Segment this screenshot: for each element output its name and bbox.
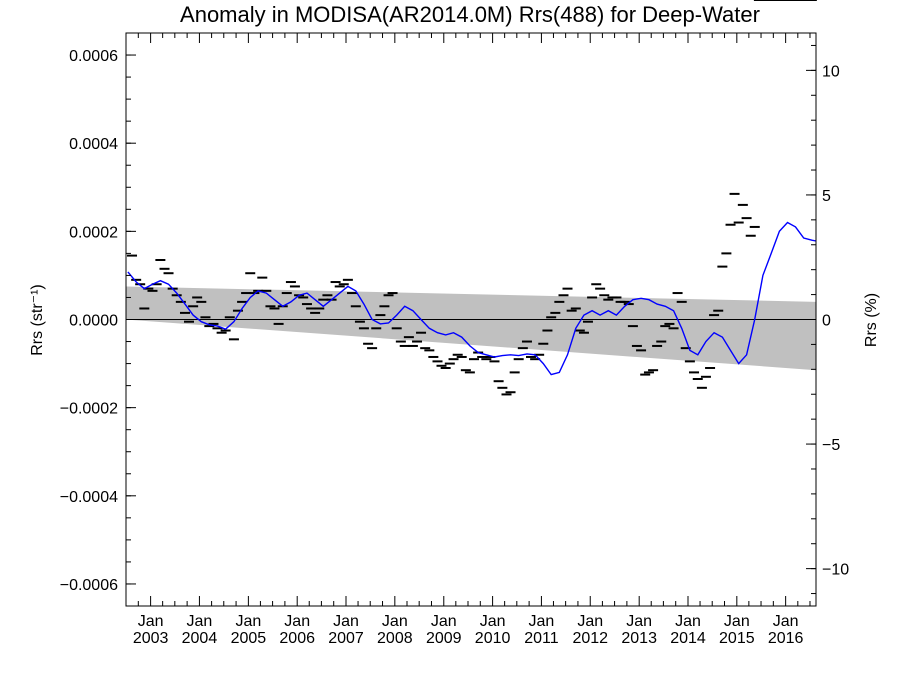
x-tick-year-label: 2014 xyxy=(670,630,706,647)
y-tick-label: 0.0004 xyxy=(69,136,118,153)
x-tick-month-label: Jan xyxy=(284,613,310,630)
x-tick-month-label: Jan xyxy=(431,613,457,630)
x-tick-year-label: 2016 xyxy=(768,630,804,647)
x-tick-year-label: 2010 xyxy=(475,630,511,647)
x-tick-year-label: 2005 xyxy=(231,630,267,647)
x-tick-year-label: 2004 xyxy=(182,630,218,647)
y-axis-label: Rrs (str⁻¹) xyxy=(29,284,46,356)
x-tick-month-label: Jan xyxy=(675,613,701,630)
y2-tick-label: 0 xyxy=(822,313,831,330)
y-tick-label: 0.0006 xyxy=(69,48,118,65)
chart-title: Anomaly in MODISA(AR2014.0M) Rrs(488) fo… xyxy=(180,2,760,27)
y2-tick-label: 10 xyxy=(822,63,840,80)
x-tick-month-label: Jan xyxy=(773,613,799,630)
x-tick-month-label: Jan xyxy=(724,613,750,630)
x-tick-year-label: 2006 xyxy=(279,630,315,647)
x-tick-year-label: 2012 xyxy=(572,630,608,647)
y-tick-label: 0.0002 xyxy=(69,224,118,241)
x-tick-year-label: 2007 xyxy=(328,630,364,647)
x-tick-year-label: 2015 xyxy=(719,630,755,647)
x-tick-month-label: Jan xyxy=(626,613,652,630)
y-tick-label: −0.0006 xyxy=(60,577,118,594)
plot-area: −0.0006 −0.0004 −0.0002 0.0000 0.0002 0.0004 0… xyxy=(60,0,849,647)
x-tick-year-label: 2003 xyxy=(133,630,169,647)
x-tick-month-label: Jan xyxy=(187,613,213,630)
x-tick-year-label: 2008 xyxy=(377,630,413,647)
x-tick-month-label: Jan xyxy=(382,613,408,630)
confidence-band xyxy=(126,286,816,371)
x-tick-month-label: Jan xyxy=(577,613,603,630)
y2-tick-label: −10 xyxy=(822,562,849,579)
y2-axis-label: Rrs (%) xyxy=(863,293,880,347)
x-tick-month-label: Jan xyxy=(333,613,359,630)
x-tick-year-label: 2013 xyxy=(621,630,657,647)
x-tick-year-label: 2011 xyxy=(524,630,559,647)
x-tick-month-label: Jan xyxy=(529,613,555,630)
x-tick-month-label: Jan xyxy=(235,613,261,630)
x-tick-year-label: 2009 xyxy=(426,630,462,647)
y2-tick-label: 5 xyxy=(822,188,831,205)
x-tick-month-label: Jan xyxy=(138,613,164,630)
smoothed-line xyxy=(127,221,817,376)
y-tick-label: −0.0004 xyxy=(60,489,118,506)
y-tick-label: 0.0000 xyxy=(69,313,118,330)
x-tick-month-label: Jan xyxy=(480,613,506,630)
y2-tick-label: −5 xyxy=(822,437,840,454)
y-tick-label: −0.0002 xyxy=(60,401,118,418)
